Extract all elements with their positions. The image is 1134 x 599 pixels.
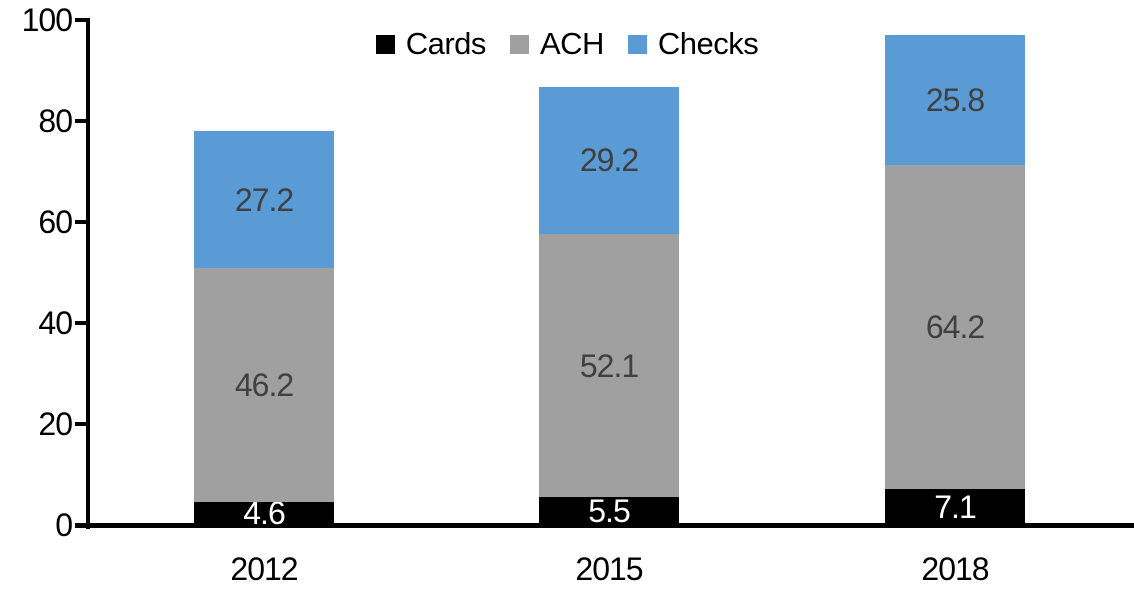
x-axis-label-2015: 2015: [575, 551, 643, 587]
data-label-ach-2018: 64.2: [925, 309, 985, 346]
data-label-checks-2018: 25.8: [925, 81, 985, 118]
legend-label: ACH: [539, 26, 604, 61]
bar-segment-ach-2015: 52.1: [539, 234, 679, 498]
data-label-ach-2015: 52.1: [579, 347, 639, 384]
data-label-ach-2012: 46.2: [234, 367, 294, 404]
y-axis-tick-label: 80: [38, 103, 73, 139]
legend-label: Cards: [405, 26, 487, 61]
legend-item-checks: Checks: [627, 26, 759, 62]
legend-swatch-icon: [509, 34, 529, 54]
bar-segment-cards-2015: 5.5: [539, 493, 679, 530]
x-axis-label-2012: 2012: [230, 551, 298, 587]
bar-segment-checks-2015: 29.2: [539, 86, 679, 235]
y-axis-tick: [75, 422, 86, 426]
legend-swatch-icon: [627, 34, 647, 54]
data-label-cards-2015: 5.5: [588, 493, 630, 530]
y-axis-tick: [75, 321, 86, 325]
y-axis-tick: [75, 119, 86, 123]
y-axis-tick: [75, 18, 86, 22]
y-axis-tick-label: 20: [38, 406, 73, 442]
x-axis-line: [75, 523, 1134, 528]
bar-segment-checks-2018: 25.8: [885, 34, 1025, 165]
bar-segment-ach-2012: 46.2: [194, 268, 334, 502]
bar-segment-cards-2012: 4.6: [194, 497, 334, 529]
y-axis-tick-label: 0: [55, 507, 73, 543]
y-axis-tick-label: 40: [38, 305, 73, 341]
bar-segment-ach-2018: 64.2: [885, 164, 1025, 490]
x-axis-label-2018: 2018: [921, 551, 989, 587]
bar-segment-cards-2018: 7.1: [885, 489, 1025, 525]
legend-label: Checks: [657, 26, 759, 61]
y-axis-tick-label: 60: [38, 204, 73, 240]
legend-item-ach: ACH: [509, 26, 604, 62]
bar-segment-checks-2012: 27.2: [194, 131, 334, 269]
y-axis-tick-label: 100: [21, 2, 73, 38]
y-axis-tick: [75, 220, 86, 224]
legend-item-cards: Cards: [375, 26, 487, 62]
data-label-checks-2015: 29.2: [579, 142, 639, 179]
data-label-checks-2012: 27.2: [234, 181, 294, 218]
y-axis-line: [86, 18, 90, 529]
legend-swatch-icon: [375, 34, 395, 54]
data-label-cards-2018: 7.1: [934, 489, 976, 526]
data-label-cards-2012: 4.6: [243, 495, 285, 532]
chart-legend: Cards ACH Checks: [0, 26, 1134, 62]
